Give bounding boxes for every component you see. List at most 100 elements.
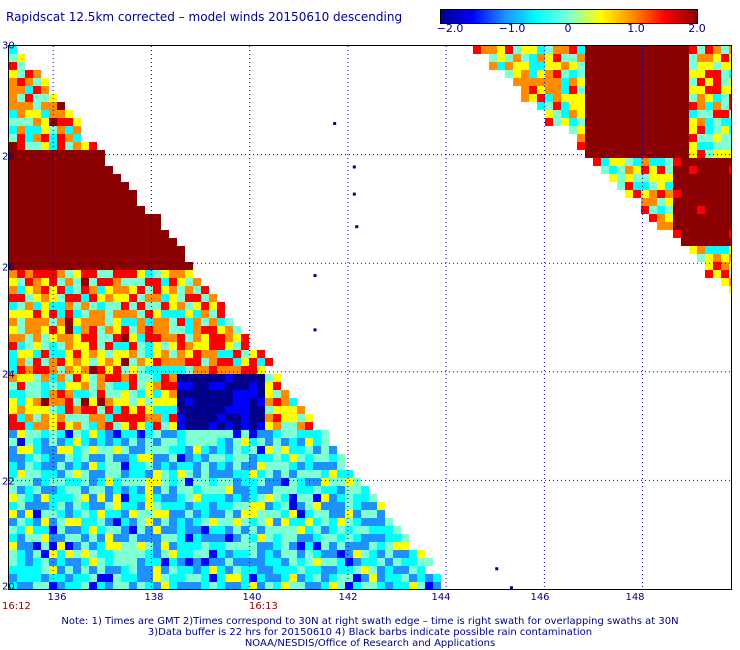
wind-cell <box>33 542 41 550</box>
wind-cell <box>57 118 65 126</box>
wind-cell <box>97 382 105 390</box>
wind-cell <box>161 558 169 566</box>
wind-cell <box>89 270 97 278</box>
wind-cell <box>713 246 721 254</box>
wind-cell <box>121 494 129 502</box>
wind-cell <box>97 310 105 318</box>
wind-cell <box>25 294 33 302</box>
wind-cell <box>329 470 337 478</box>
wind-cell <box>225 430 233 438</box>
wind-cell <box>81 230 89 238</box>
wind-cell <box>201 358 209 366</box>
wind-cell <box>73 326 81 334</box>
wind-cell <box>73 550 81 558</box>
wind-cell <box>169 334 177 342</box>
wind-cell <box>681 206 689 214</box>
wind-cell <box>9 94 17 102</box>
wind-cell <box>145 566 153 574</box>
wind-cell <box>113 558 121 566</box>
wind-cell <box>17 230 25 238</box>
wind-cell <box>33 310 41 318</box>
wind-cell <box>241 534 249 542</box>
wind-cell <box>641 70 649 78</box>
wind-cell <box>641 78 649 86</box>
wind-cell <box>329 550 337 558</box>
wind-cell <box>89 286 97 294</box>
wind-cell <box>665 78 673 86</box>
wind-cell <box>137 446 145 454</box>
wind-cell <box>249 382 257 390</box>
wind-cell <box>657 86 665 94</box>
wind-cell <box>113 326 121 334</box>
wind-cell <box>665 118 673 126</box>
wind-cell <box>233 494 241 502</box>
wind-cell <box>209 414 217 422</box>
wind-cell <box>217 350 225 358</box>
wind-cell <box>593 118 601 126</box>
wind-cell <box>297 494 305 502</box>
wind-cell <box>201 382 209 390</box>
wind-cell <box>193 334 201 342</box>
wind-cell <box>577 126 585 134</box>
wind-cell <box>9 494 17 502</box>
wind-cell <box>713 62 721 70</box>
island-marker <box>495 567 499 571</box>
wind-cell <box>241 486 249 494</box>
wind-cell <box>145 350 153 358</box>
wind-cell <box>705 94 713 102</box>
wind-cell <box>401 558 409 566</box>
wind-cell <box>41 534 49 542</box>
wind-cell <box>57 406 65 414</box>
wind-cell <box>65 198 73 206</box>
wind-cell <box>209 494 217 502</box>
wind-cell <box>129 454 137 462</box>
wind-cell <box>689 46 697 54</box>
wind-cell <box>681 214 689 222</box>
wind-cell <box>713 262 721 270</box>
wind-cell <box>113 390 121 398</box>
wind-cell <box>81 278 89 286</box>
island-marker <box>355 225 359 229</box>
wind-cell <box>729 238 731 246</box>
wind-cell <box>553 86 561 94</box>
wind-cell <box>329 574 337 582</box>
wind-cell <box>89 390 97 398</box>
wind-cell <box>593 54 601 62</box>
wind-cell <box>57 270 65 278</box>
wind-cell <box>585 46 593 54</box>
wind-cell <box>169 430 177 438</box>
wind-cell <box>233 582 241 589</box>
wind-cell <box>177 390 185 398</box>
wind-cell <box>217 374 225 382</box>
wind-cell <box>137 310 145 318</box>
wind-cell <box>113 454 121 462</box>
wind-cell <box>177 350 185 358</box>
wind-cell <box>249 494 257 502</box>
wind-cell <box>289 406 297 414</box>
wind-cell <box>97 518 105 526</box>
wind-cell <box>697 134 705 142</box>
wind-cell <box>337 502 345 510</box>
wind-cell <box>97 494 105 502</box>
wind-cell <box>273 518 281 526</box>
wind-cell <box>569 46 577 54</box>
wind-cell <box>633 118 641 126</box>
wind-cell <box>129 550 137 558</box>
wind-cell <box>185 358 193 366</box>
wind-cell <box>649 70 657 78</box>
wind-cell <box>153 518 161 526</box>
wind-cell <box>225 334 233 342</box>
wind-cell <box>521 86 529 94</box>
wind-cell <box>729 78 731 86</box>
wind-cell <box>17 422 25 430</box>
wind-cell <box>273 446 281 454</box>
lat-label: 26 <box>2 262 15 274</box>
wind-cell <box>353 518 361 526</box>
wind-cell <box>233 334 241 342</box>
wind-cell <box>25 470 33 478</box>
wind-cell <box>81 510 89 518</box>
wind-cell <box>345 510 353 518</box>
wind-cell <box>177 430 185 438</box>
wind-cell <box>113 190 121 198</box>
wind-cell <box>33 94 41 102</box>
